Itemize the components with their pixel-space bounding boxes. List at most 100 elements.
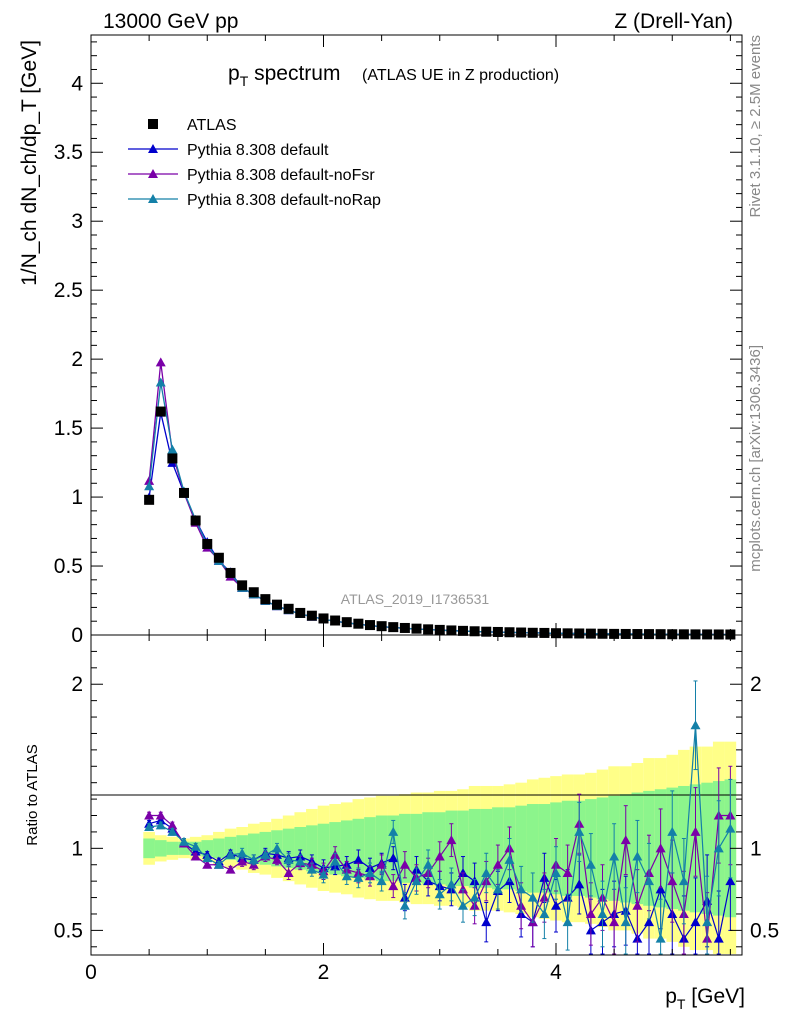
ratio-triangle-marker: [376, 859, 387, 869]
atlas-square-marker: [376, 621, 387, 632]
ratio-ytick-label: 0.5: [54, 919, 83, 942]
ratio-triangle-marker: [539, 908, 550, 918]
atlas-square-marker: [702, 629, 713, 640]
main-plot-panel: 0 0.5 1 1.5 2 2.5 3 3.5 4 pT spectrum (ATLAS UE …: [18, 34, 743, 647]
main-ytick-label: 1: [71, 486, 83, 509]
ratio-triangle-marker: [155, 815, 166, 825]
ratio-triangle-marker: [388, 826, 399, 836]
ratio-triangle-marker: [516, 884, 527, 894]
ratio-triangle-marker: [644, 917, 654, 927]
atlas-square-marker: [469, 626, 480, 637]
atlas-square-marker: [516, 627, 527, 638]
ratio-triangle-marker: [365, 867, 375, 877]
ratio-triangle-marker: [678, 876, 689, 886]
ratio-ylabel: Ratio to ATLAS: [24, 744, 41, 845]
ratio-triangle-marker: [237, 856, 248, 866]
ratio-band-green: [294, 827, 307, 870]
ratio-ytick-label-right: 1: [750, 837, 762, 860]
ratio-band-green: [282, 828, 295, 869]
main-ytick-label: 1.5: [54, 417, 83, 440]
ratio-band-green: [526, 804, 539, 893]
ratio-band-green: [317, 823, 330, 873]
ratio-triangle-marker: [655, 884, 666, 894]
main-ticks: 0 0.5 1 1.5 2 2.5 3 3.5 4: [54, 35, 742, 647]
ratio-triangle-marker: [190, 851, 201, 861]
ratio-triangle-marker: [620, 917, 631, 927]
atlas-square-marker: [713, 629, 724, 640]
ratio-triangle-marker: [179, 836, 189, 846]
ratio-band-green: [375, 815, 388, 882]
ratio-triangle-marker: [213, 859, 224, 869]
ratio-triangle-marker: [702, 917, 713, 927]
atlas-square-marker: [295, 607, 306, 618]
ratio-band-green: [422, 812, 434, 885]
main-ytick-label: 3: [71, 210, 83, 233]
ratio-ytick-label-right: 2: [750, 673, 762, 696]
ratio-triangle-marker: [167, 826, 178, 836]
ratio-triangle-marker: [434, 889, 445, 899]
ratio-triangle-marker: [504, 854, 515, 864]
ratio-triangle-marker: [446, 879, 457, 889]
ratio-triangle-marker: [690, 826, 701, 836]
ratio-data-marks: [144, 680, 736, 955]
atlas-square-marker: [527, 627, 538, 638]
xlabel-sub: T: [677, 996, 686, 1012]
atlas-square-marker: [283, 603, 294, 614]
legend-marker-atlas: [148, 119, 158, 129]
ratio-triangle-marker: [609, 851, 620, 861]
ratio-triangle-marker: [481, 917, 492, 927]
main-ytick-label: 0: [71, 624, 83, 647]
atlas-square-marker: [260, 594, 271, 605]
ratio-band-green: [352, 818, 365, 878]
legend-marker-triangle: [148, 169, 158, 178]
atlas-square-marker: [155, 406, 166, 417]
atlas-square-marker: [190, 515, 201, 526]
ratio-band-green: [457, 810, 469, 887]
ratio-triangle-marker: [272, 843, 282, 853]
ratio-triangle-marker: [551, 867, 561, 877]
xlabel-rest: [GeV]: [685, 985, 745, 1008]
ratio-band-green: [178, 841, 190, 855]
xlabel-p: p: [665, 985, 677, 1008]
ratio-triangle-marker: [632, 851, 643, 861]
ratio-triangle-marker: [399, 900, 410, 910]
header-right: Z (Drell-Yan): [614, 10, 733, 33]
ratio-triangle-marker: [655, 933, 666, 943]
ratio-triangle-marker: [283, 854, 294, 864]
ratio-triangle-marker: [376, 876, 387, 886]
atlas-square-marker: [411, 623, 422, 634]
ratio-triangle-marker: [690, 720, 701, 730]
ratio-xlabel: pT [GeV]: [665, 985, 745, 1012]
atlas-square-marker: [423, 624, 434, 635]
ratio-band-green: [340, 820, 353, 877]
ratio-triangle-marker: [423, 859, 434, 869]
atlas-square-marker: [144, 494, 155, 505]
mc-triangle-marker: [155, 357, 166, 367]
atlas-square-marker: [330, 615, 341, 626]
ratio-triangle-marker: [341, 871, 352, 881]
mcplots-label: mcplots.cern.ch [arXiv:1306.3436]: [747, 345, 764, 572]
ratio-triangle-marker: [667, 876, 678, 886]
ratio-ytick-label: 1: [71, 837, 83, 860]
atlas-square-marker: [458, 625, 468, 636]
ratio-triangle-marker: [399, 859, 410, 869]
main-ytick-label: 2: [71, 348, 83, 371]
ratio-plot-panel: 0.5 0.5 1 1 2 2 0 2 4 Ratio to ATLAS pT [GeV]: [24, 634, 779, 1012]
ratio-triangle-marker: [574, 826, 585, 836]
ratio-ytick-label: 2: [71, 673, 83, 696]
atlas-square-marker: [562, 628, 573, 639]
atlas-square-marker: [690, 629, 701, 640]
ratio-triangle-marker: [481, 867, 492, 877]
ratio-band-green: [538, 804, 551, 893]
ratio-triangle-marker: [167, 820, 178, 830]
atlas-square-marker: [585, 628, 596, 639]
ratio-triangle-marker: [725, 876, 736, 886]
ratio-triangle-marker: [330, 856, 341, 866]
legend-entry-label: Pythia 8.308 default-noRap: [187, 192, 381, 209]
atlas-square-marker: [237, 580, 248, 591]
rivet-label: Rivet 3.1.10, ≥ 2.5M events: [747, 35, 764, 218]
ratio-band-green: [701, 782, 713, 914]
ratio-triangle-marker: [260, 849, 271, 859]
ratio-triangle-marker: [492, 884, 503, 894]
ratio-band-green: [247, 833, 260, 864]
